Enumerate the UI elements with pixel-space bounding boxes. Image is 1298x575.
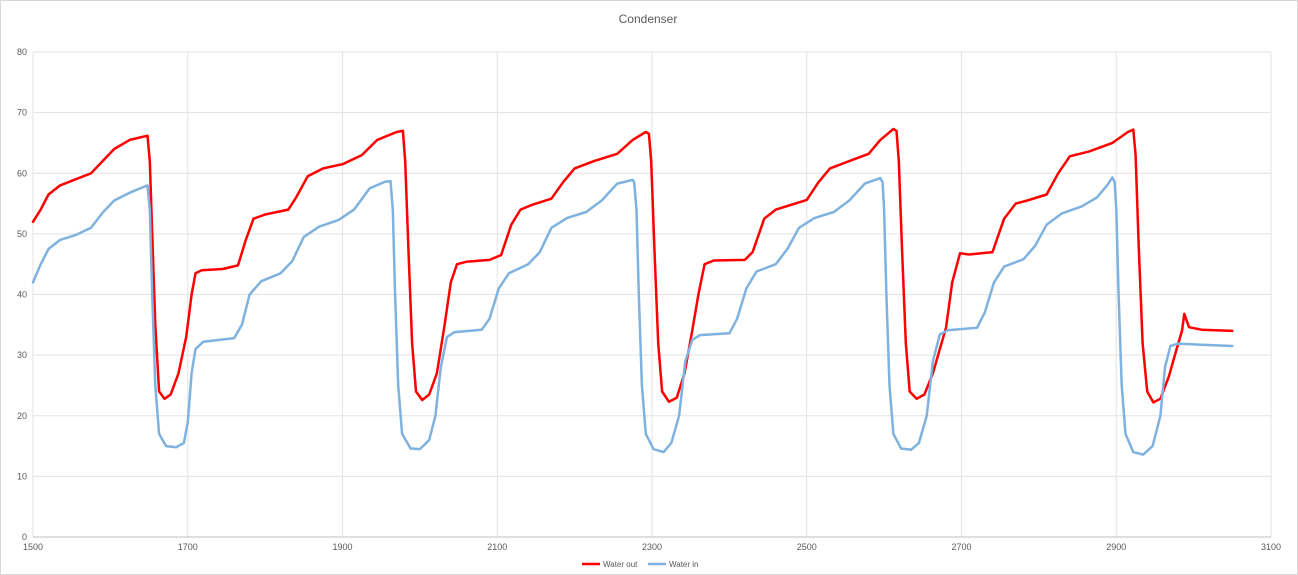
y-tick-label: 40: [17, 290, 27, 300]
x-tick-label: 1500: [23, 542, 43, 552]
x-tick-label: 1900: [332, 542, 352, 552]
series-line-water-in: [31, 176, 1234, 456]
chart-title: Condenser: [619, 12, 678, 26]
x-tick-label: 2300: [642, 542, 662, 552]
grid-lines: [32, 51, 1272, 538]
y-tick-label: 30: [17, 350, 27, 360]
axes: 0 10 20 30 40 50 60 70 80 1500 1700 1900 2100 2300 250…: [17, 47, 1281, 552]
x-tick-label: 1700: [178, 542, 198, 552]
legend-label: Water out: [603, 560, 638, 569]
y-tick-label: 80: [17, 47, 27, 57]
legend: Water out Water in: [582, 560, 699, 569]
y-tick-label: 20: [17, 411, 27, 421]
x-tick-label: 2500: [797, 542, 817, 552]
x-tick-label: 3100: [1261, 542, 1281, 552]
legend-item: Water in: [648, 560, 699, 569]
x-tick-label: 2900: [1106, 542, 1126, 552]
y-tick-label: 70: [17, 108, 27, 118]
legend-item: Water out: [582, 560, 638, 569]
y-tick-label: 50: [17, 229, 27, 239]
y-tick-label: 60: [17, 168, 27, 178]
x-tick-label: 2100: [487, 542, 507, 552]
y-tick-label: 10: [17, 471, 27, 481]
x-tick-label: 2700: [951, 542, 971, 552]
series-lines: [31, 127, 1234, 456]
y-tick-label: 0: [22, 532, 27, 542]
legend-label: Water in: [669, 560, 699, 569]
series-line-water-out: [31, 127, 1234, 404]
